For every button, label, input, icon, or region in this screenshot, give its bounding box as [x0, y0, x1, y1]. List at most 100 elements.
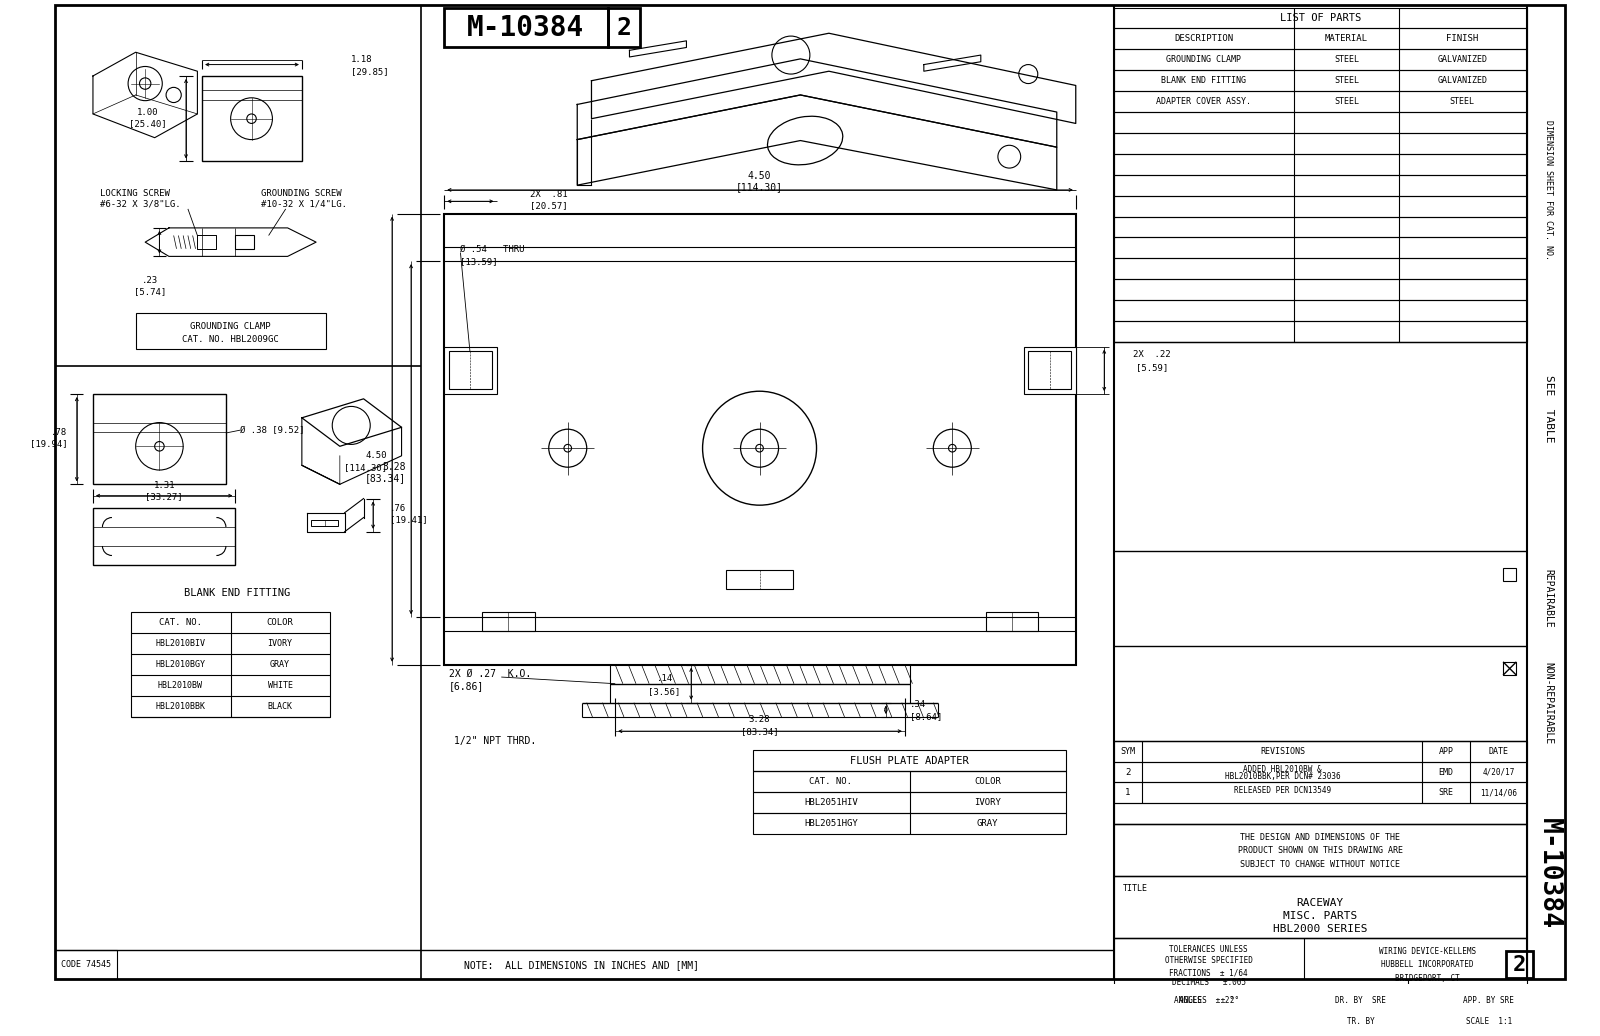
- Bar: [450, 351, 491, 390]
- Bar: [1114, 7, 1526, 28]
- Bar: [1502, 662, 1517, 675]
- Text: HBL2010BGY: HBL2010BGY: [155, 660, 205, 669]
- Text: SCALE  1:1: SCALE 1:1: [1466, 1017, 1512, 1027]
- Text: 1.00: 1.00: [138, 108, 158, 116]
- Text: #6-32 X 3/8"LG.: #6-32 X 3/8"LG.: [99, 200, 181, 208]
- Text: 4/20/17: 4/20/17: [1482, 768, 1515, 777]
- Bar: [93, 394, 226, 484]
- Text: [83.34]: [83.34]: [741, 726, 778, 736]
- Text: DR. BY  SRE: DR. BY SRE: [1334, 997, 1386, 1005]
- Text: 2X  .22: 2X .22: [1133, 350, 1171, 358]
- Text: DECIMALS   ±.005: DECIMALS ±.005: [1171, 978, 1246, 987]
- Text: .78: .78: [51, 428, 67, 436]
- Text: 2X  .81: 2X .81: [530, 191, 568, 199]
- Text: [19.94]: [19.94]: [30, 439, 67, 448]
- Text: [5.74]: [5.74]: [134, 287, 166, 296]
- Bar: [1114, 217, 1526, 237]
- Text: COLOR: COLOR: [974, 777, 1002, 786]
- Text: BLACK: BLACK: [267, 702, 293, 711]
- Text: ANGLES   ± 2°: ANGLES ± 2°: [1179, 997, 1238, 1005]
- Text: ADAPTER COVER ASSY.: ADAPTER COVER ASSY.: [1157, 97, 1251, 106]
- Text: #10-32 X 1/4"LG.: #10-32 X 1/4"LG.: [261, 200, 347, 208]
- Text: COLOR: COLOR: [267, 618, 293, 628]
- Text: 1.31: 1.31: [154, 481, 174, 490]
- Text: CAT. NO.: CAT. NO.: [158, 618, 202, 628]
- Bar: [1024, 347, 1075, 394]
- Text: .23: .23: [142, 276, 158, 285]
- Text: MATERIAL: MATERIAL: [1325, 34, 1368, 44]
- Text: FRACTIONS  ± 1/64: FRACTIONS ± 1/64: [1170, 969, 1248, 978]
- Bar: [1114, 112, 1526, 133]
- Text: RELEASED PER DCN13549: RELEASED PER DCN13549: [1234, 785, 1331, 795]
- Text: 1/2" NPT THRD.: 1/2" NPT THRD.: [454, 736, 536, 746]
- Text: 2: 2: [616, 16, 632, 39]
- Text: BRIDGEPORT, CT: BRIDGEPORT, CT: [1395, 974, 1459, 982]
- Text: RACEWAY: RACEWAY: [1296, 898, 1344, 908]
- Text: [114.30]: [114.30]: [736, 182, 782, 192]
- Text: STEEL: STEEL: [1334, 77, 1358, 85]
- Text: M-10384: M-10384: [466, 13, 584, 41]
- Text: REVISIONS: REVISIONS: [1261, 747, 1306, 755]
- Text: HUBBELL INCORPORATED: HUBBELL INCORPORATED: [1381, 960, 1474, 970]
- Text: DESCRIPTION: DESCRIPTION: [1174, 34, 1234, 44]
- Bar: [1114, 741, 1526, 761]
- Text: 4.50: 4.50: [366, 452, 387, 460]
- Text: [5.59]: [5.59]: [1136, 363, 1168, 372]
- Text: BLANK END FITTING: BLANK END FITTING: [184, 588, 291, 599]
- Bar: [1114, 1011, 1526, 1032]
- Bar: [754, 792, 1066, 813]
- Text: FLUSH PLATE ADAPTER: FLUSH PLATE ADAPTER: [850, 755, 970, 766]
- Text: IVORY: IVORY: [267, 639, 293, 649]
- Bar: [754, 813, 1066, 834]
- Bar: [1114, 28, 1526, 50]
- Text: M-10384: M-10384: [1536, 818, 1562, 929]
- Text: STEEL: STEEL: [1450, 97, 1475, 106]
- Bar: [1114, 321, 1526, 342]
- Text: Ø .54   THRU: Ø .54 THRU: [461, 246, 525, 254]
- Bar: [1114, 939, 1526, 990]
- Text: NOTE:  ALL DIMENSIONS IN INCHES AND [MM]: NOTE: ALL DIMENSIONS IN INCHES AND [MM]: [464, 959, 699, 970]
- Bar: [1114, 876, 1526, 939]
- Text: ANGLES   ± 2°: ANGLES ± 2°: [1174, 997, 1234, 1005]
- Bar: [312, 520, 338, 526]
- Text: 3.28: 3.28: [382, 462, 406, 472]
- Text: SUBJECT TO CHANGE WITHOUT NOTICE: SUBJECT TO CHANGE WITHOUT NOTICE: [1240, 860, 1400, 868]
- Text: GROUNDING CLAMP: GROUNDING CLAMP: [1166, 55, 1242, 64]
- Bar: [1114, 761, 1526, 782]
- Text: HBL2010BBK: HBL2010BBK: [155, 702, 205, 711]
- Bar: [54, 950, 117, 979]
- Text: PRODUCT SHOWN ON THIS DRAWING ARE: PRODUCT SHOWN ON THIS DRAWING ARE: [1238, 846, 1403, 856]
- Text: 3.28: 3.28: [749, 715, 770, 724]
- Bar: [1114, 91, 1526, 112]
- Bar: [136, 313, 325, 349]
- Text: [3.56]: [3.56]: [648, 687, 680, 696]
- Bar: [482, 612, 534, 632]
- Text: .76: .76: [390, 503, 406, 513]
- Text: 1: 1: [1125, 788, 1131, 798]
- Bar: [1114, 279, 1526, 300]
- Text: WHITE: WHITE: [267, 681, 293, 690]
- Bar: [1114, 990, 1526, 1011]
- Text: [83.34]: [83.34]: [365, 473, 406, 484]
- Bar: [1114, 300, 1526, 321]
- Bar: [1114, 133, 1526, 153]
- Text: 2: 2: [1512, 955, 1526, 975]
- Bar: [754, 750, 1066, 771]
- Bar: [1114, 153, 1526, 175]
- Text: DIMENSION SHEET FOR CAT. NO.: DIMENSION SHEET FOR CAT. NO.: [1544, 120, 1554, 260]
- Bar: [1114, 258, 1526, 279]
- Text: GRAY: GRAY: [976, 818, 998, 828]
- Text: DATE: DATE: [1488, 747, 1509, 755]
- Text: HBL2051HGY: HBL2051HGY: [803, 818, 858, 828]
- Bar: [1114, 175, 1526, 196]
- Bar: [445, 347, 496, 394]
- Text: 2: 2: [1125, 768, 1131, 777]
- Text: Ø .38 [9.52]: Ø .38 [9.52]: [240, 426, 304, 435]
- Text: SYM: SYM: [1120, 747, 1136, 755]
- Text: SEE  TABLE: SEE TABLE: [1544, 375, 1554, 442]
- Text: LIST OF PARTS: LIST OF PARTS: [1280, 13, 1362, 23]
- Text: [20.57]: [20.57]: [530, 202, 568, 210]
- Text: STEEL: STEEL: [1334, 97, 1358, 106]
- Bar: [754, 771, 1066, 792]
- Bar: [1506, 951, 1533, 978]
